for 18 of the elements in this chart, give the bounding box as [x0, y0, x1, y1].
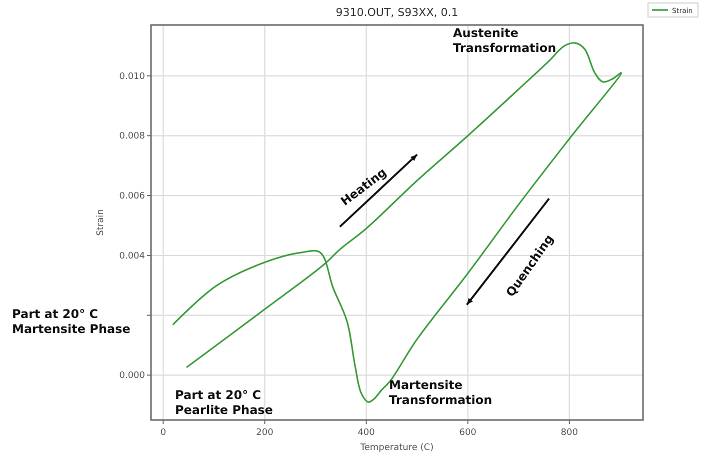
x-tick-label: 400 [358, 428, 376, 438]
y-tick-label: 0.008 [119, 132, 146, 142]
x-axis-title: Temperature (C) [359, 443, 434, 453]
annotation: Martensite Transformation [389, 378, 492, 407]
y-tick-label: 0.006 [119, 192, 146, 202]
y-tick-label: 0.000 [119, 371, 146, 382]
x-tick-label: 600 [459, 428, 477, 438]
x-tick-label: 200 [256, 428, 274, 438]
text: Part at 20° C Martensite Phase [12, 307, 130, 336]
annotation: Part at 20° C Pearlite Phase [175, 388, 273, 417]
x-tick-label: 0 [160, 428, 166, 438]
annotation: Austenite Transformation [453, 26, 556, 55]
chart-title: 9310.OUT, S93XX, 0.1 [336, 6, 458, 19]
y-axis-title: Strain [96, 209, 106, 236]
line-series [172, 42, 622, 403]
y-tick-label: 0.010 [119, 72, 146, 82]
y-tick-label: 0.004 [119, 251, 146, 262]
x-tick-label: 800 [560, 428, 578, 438]
